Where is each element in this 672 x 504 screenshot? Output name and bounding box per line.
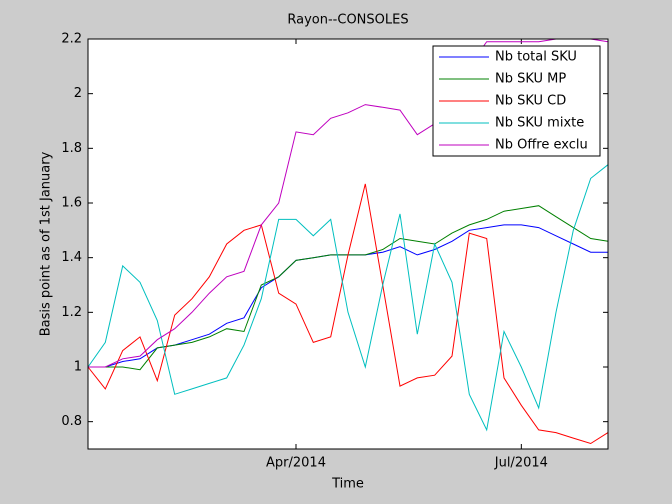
legend-label: Nb total SKU [495, 50, 577, 65]
y-tick-label: 2 [74, 86, 82, 101]
y-axis-label: Basis point as of 1st January [39, 151, 54, 336]
y-tick-label: 0.8 [61, 414, 82, 429]
legend-label: Nb SKU mixte [495, 116, 584, 131]
chart-title: Rayon--CONSOLES [287, 13, 408, 28]
y-tick-label: 1.6 [61, 196, 82, 211]
y-tick-label: 1.4 [61, 250, 82, 265]
legend-label: Nb SKU MP [495, 72, 566, 87]
x-tick-label: Apr/2014 [266, 456, 326, 471]
series-line [88, 38, 609, 368]
legend-label: Nb SKU CD [495, 94, 566, 109]
y-tick-label: 2.2 [61, 32, 82, 47]
y-tick-label: 1.8 [61, 141, 82, 156]
y-tick-label: 1.2 [61, 305, 82, 320]
series-line [87, 164, 609, 432]
legend-label: Nb Offre exclu [495, 138, 588, 153]
axes-box [87, 38, 609, 450]
series-line [87, 183, 609, 445]
x-axis-label: Time [331, 477, 364, 492]
x-tick-label: Jul/2014 [494, 456, 548, 471]
y-tick-label: 1 [74, 360, 82, 375]
